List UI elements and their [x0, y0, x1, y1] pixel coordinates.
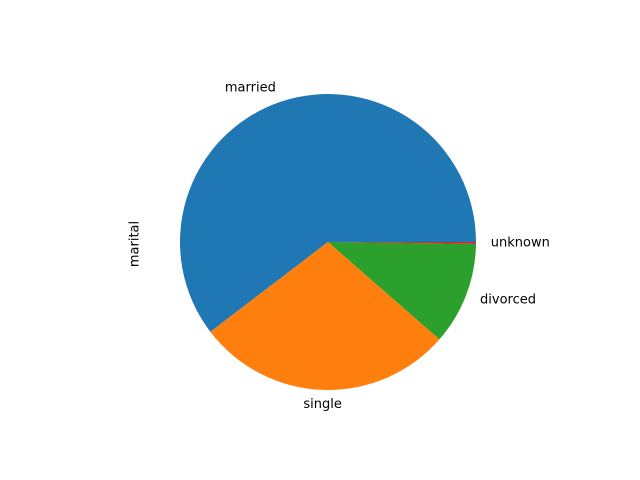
y-axis-label: marital	[128, 221, 143, 267]
pie-label-married: married	[225, 80, 276, 95]
pie-labels: married single divorced unknown	[225, 80, 550, 412]
pie-slices	[180, 94, 476, 390]
pie-slice-divorced	[328, 242, 476, 340]
pie-slice-unknown	[328, 242, 476, 244]
pie-slice-married	[180, 94, 476, 332]
pie-label-divorced: divorced	[480, 293, 536, 308]
pie-label-single: single	[303, 397, 342, 412]
pie-slice-single	[210, 242, 440, 390]
pie-label-unknown: unknown	[491, 236, 550, 251]
